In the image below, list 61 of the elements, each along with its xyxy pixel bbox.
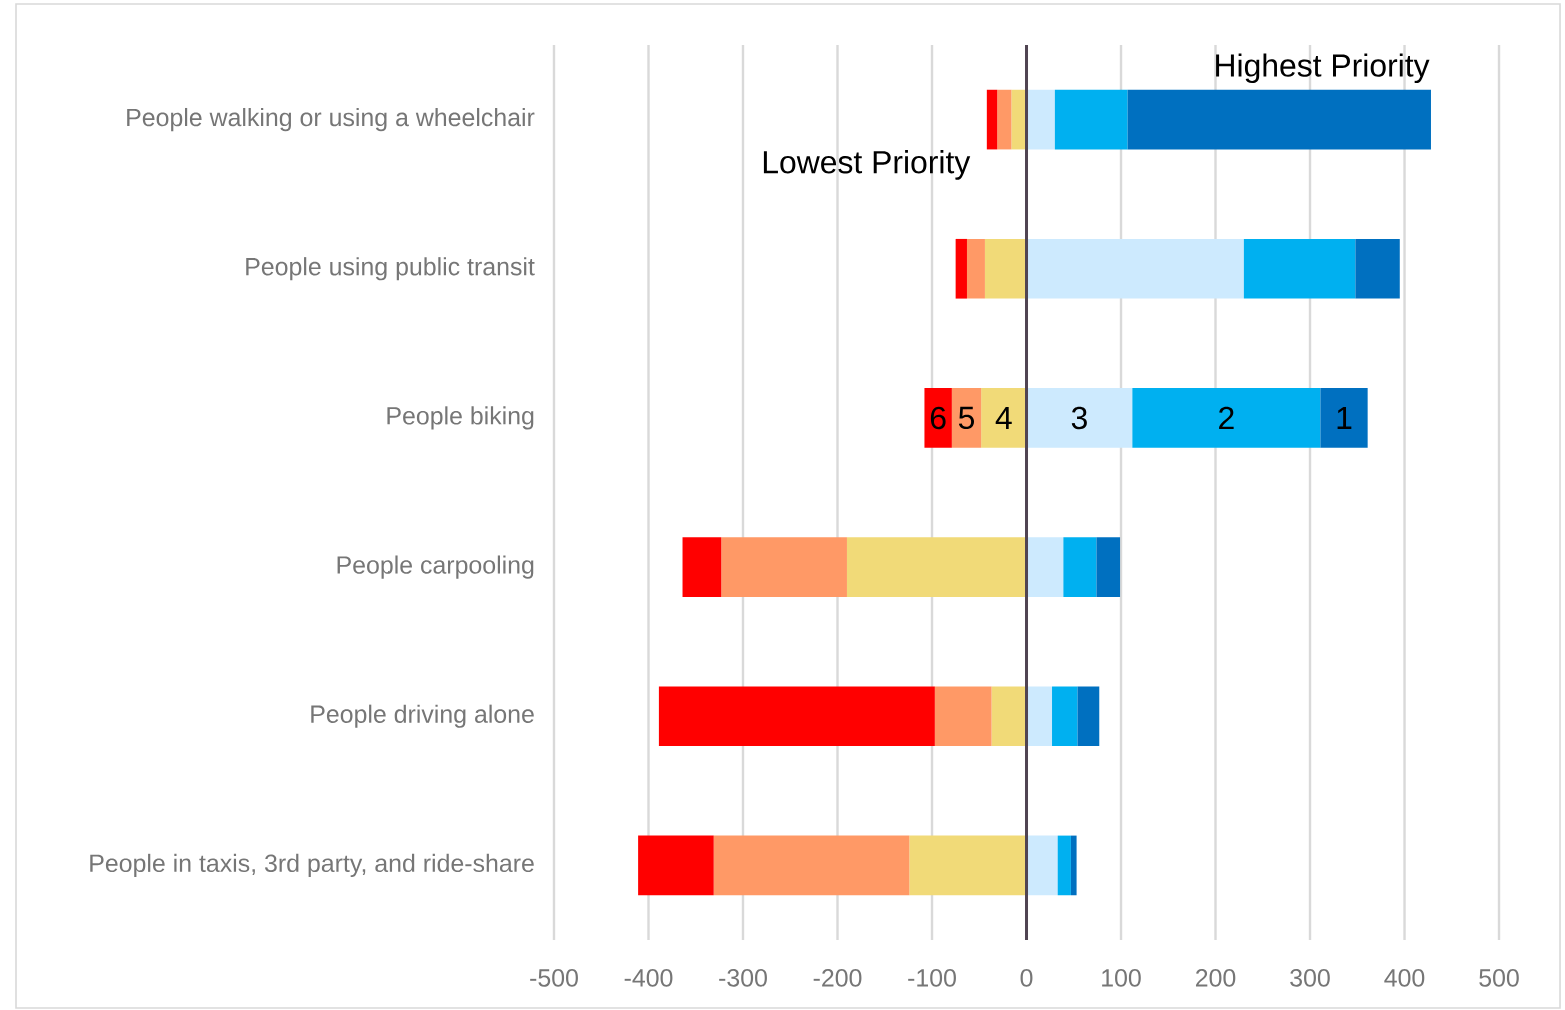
x-tick-label: -100 — [908, 969, 956, 987]
bar — [1026, 89, 1055, 150]
bar — [1243, 238, 1356, 299]
x-tick-label: -500 — [530, 969, 578, 987]
bar — [966, 238, 985, 299]
bar — [1355, 238, 1400, 299]
series-label: 5 — [958, 406, 975, 430]
bar — [909, 835, 1027, 896]
bar — [1132, 388, 1321, 448]
bar — [1077, 686, 1100, 747]
bar — [997, 89, 1012, 150]
y-tick-label: People in taxis, 3rd party, and ride-share — [90, 853, 534, 878]
bar — [658, 686, 935, 747]
bar — [1054, 89, 1128, 150]
annotation: Highest Priority — [1216, 53, 1430, 84]
series-label: 1 — [1337, 406, 1352, 429]
bar — [1026, 686, 1053, 747]
series-label: 4 — [995, 406, 1012, 429]
x-tick-label: 100 — [1102, 969, 1141, 987]
bar — [934, 686, 992, 747]
y-tick-label: People using public transit — [246, 257, 535, 281]
x-tick-label: 400 — [1384, 969, 1425, 987]
x-tick-label: -300 — [719, 969, 767, 987]
bar — [1320, 388, 1368, 448]
x-tick-label: -200 — [813, 969, 862, 987]
bar — [1026, 537, 1064, 597]
bar — [638, 835, 714, 896]
y-tick-label: People biking — [387, 406, 534, 430]
bar — [846, 537, 1027, 597]
bar — [981, 388, 1027, 448]
bar — [984, 238, 1027, 299]
bar — [1026, 835, 1058, 896]
bar — [1052, 686, 1078, 747]
y-tick-label: People driving alone — [311, 704, 534, 728]
bar — [682, 537, 722, 597]
bar — [1070, 835, 1077, 896]
bar — [1096, 537, 1121, 597]
bar — [1011, 89, 1027, 150]
x-tick-label: -400 — [624, 969, 673, 987]
x-tick-label: 200 — [1195, 969, 1236, 987]
series-label: 2 — [1219, 406, 1234, 430]
y-tick-label: People carpooling — [337, 555, 534, 579]
bar — [991, 686, 1027, 747]
x-tick-label: 0 — [1020, 969, 1033, 987]
series-label: 6 — [930, 406, 946, 430]
bar — [1026, 388, 1133, 448]
bar — [1127, 89, 1431, 150]
bar — [951, 388, 982, 448]
bar — [1063, 537, 1097, 597]
y-tick-label: People walking or using a wheelchair — [127, 107, 535, 132]
bar — [986, 89, 998, 150]
series-label: 3 — [1071, 406, 1087, 430]
x-tick-label: 500 — [1479, 969, 1519, 987]
bar — [721, 537, 847, 597]
bar — [924, 388, 952, 448]
bar — [713, 835, 910, 896]
x-tick-label: 300 — [1290, 969, 1330, 987]
bar — [955, 238, 967, 299]
annotation: Lowest Priority — [763, 150, 971, 180]
bar — [1026, 238, 1244, 299]
bar — [1057, 835, 1071, 896]
